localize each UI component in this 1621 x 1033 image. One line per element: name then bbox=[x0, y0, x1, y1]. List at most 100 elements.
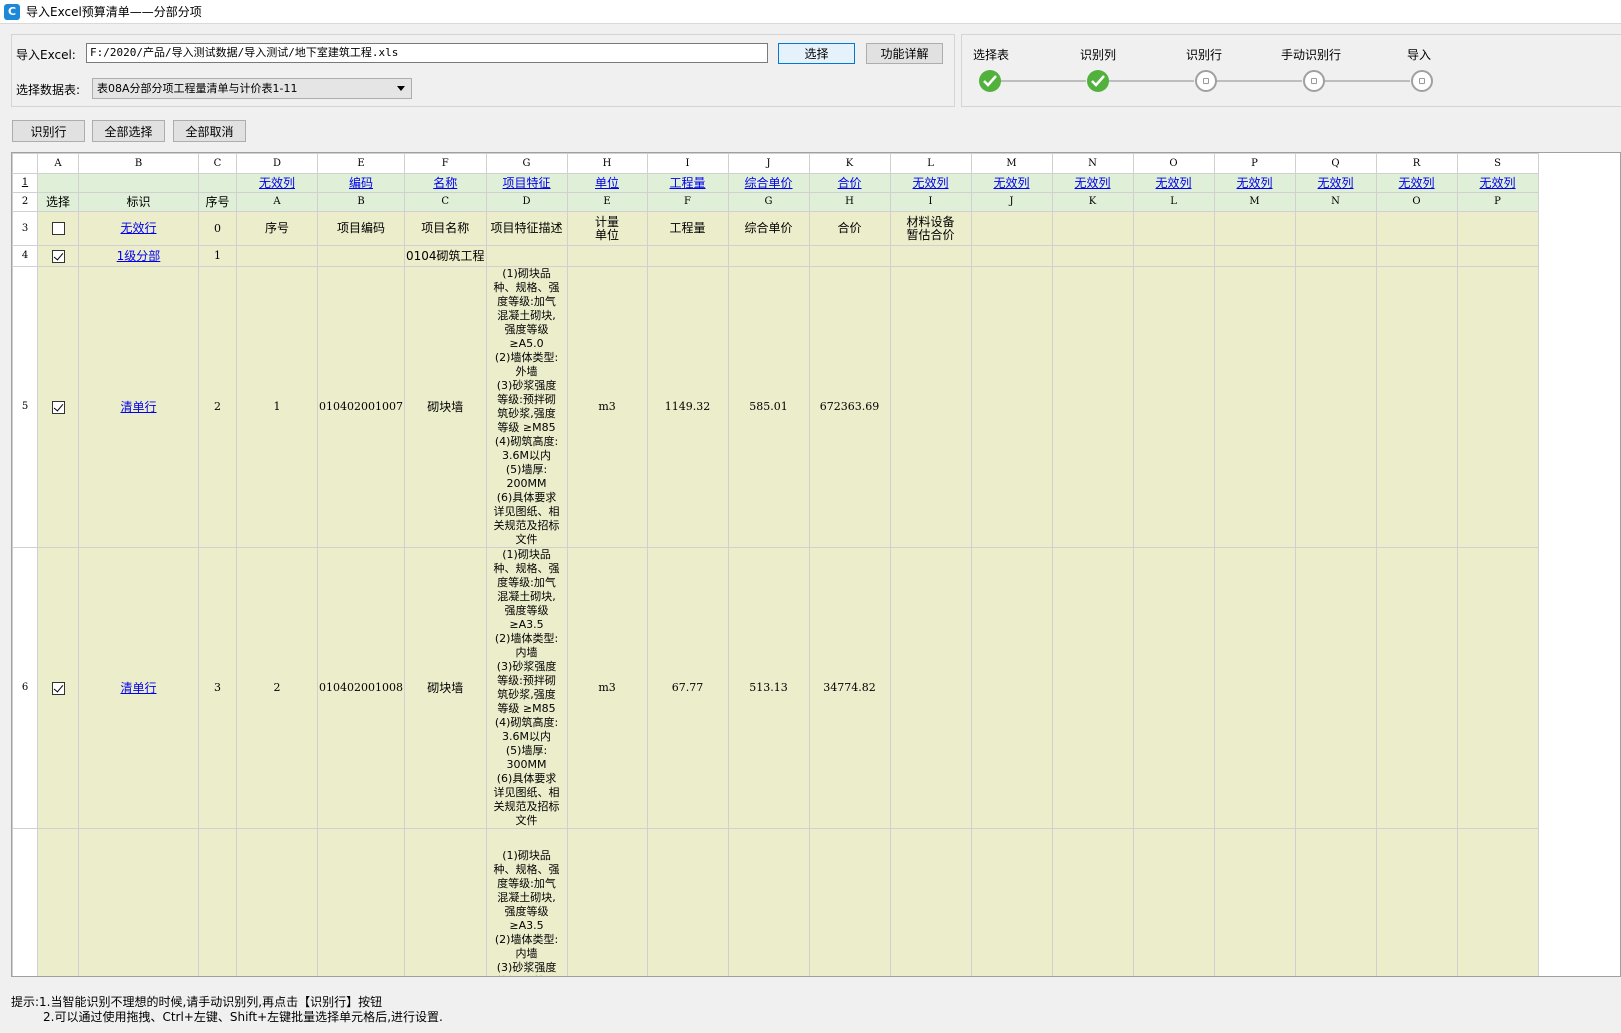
column-mapping-link[interactable]: 合价 bbox=[837, 175, 862, 190]
tag-cell[interactable]: 1级分部 bbox=[78, 245, 199, 267]
row-checkbox[interactable] bbox=[51, 222, 65, 235]
excel-path-label: 导入Excel: bbox=[16, 48, 76, 62]
column-letter[interactable]: O bbox=[1132, 153, 1215, 174]
column-mapping-link[interactable]: 无效列 bbox=[258, 175, 295, 190]
select-cell[interactable] bbox=[37, 245, 79, 267]
column-mapping-cell[interactable]: 无效列 bbox=[1213, 173, 1296, 193]
column-mapping-cell[interactable]: 无效列 bbox=[1375, 173, 1458, 193]
column-mapping-cell[interactable]: 无效列 bbox=[236, 173, 318, 193]
column-mapping-cell[interactable]: 无效列 bbox=[1051, 173, 1134, 193]
column-mapping-link[interactable]: 名称 bbox=[433, 175, 458, 190]
column-letter[interactable]: C bbox=[198, 153, 237, 174]
column-mapping-cell[interactable]: 无效列 bbox=[889, 173, 972, 193]
unit-text: m3 bbox=[598, 681, 616, 694]
row-tag-link[interactable]: 1级分部 bbox=[116, 248, 161, 263]
column-mapping-cell[interactable] bbox=[37, 173, 79, 193]
empty-cell bbox=[1294, 828, 1377, 976]
column-mapping-cell[interactable]: 项目特征 bbox=[485, 173, 568, 193]
column-letter[interactable]: H bbox=[566, 153, 648, 174]
excel-path-input[interactable]: F:/2020/产品/导入测试数据/导入测试/地下室建筑工程.xls bbox=[86, 43, 768, 63]
deselect-all-button[interactable]: 全部取消 bbox=[173, 120, 246, 142]
column-mapping-link[interactable]: 无效列 bbox=[1236, 175, 1273, 190]
seq-cell: 4 bbox=[198, 828, 237, 976]
column-mapping-cell[interactable] bbox=[198, 173, 237, 193]
column-letter[interactable]: F bbox=[403, 153, 487, 174]
column-mapping-cell[interactable]: 名称 bbox=[403, 173, 487, 193]
item-description-text: (1)砌块品 种、规格、强 度等级:加气 混凝土砌块, 强度等级 ≥A3.5 (… bbox=[493, 548, 560, 828]
column-mapping-link[interactable]: 无效列 bbox=[1398, 175, 1435, 190]
row-number: 3 bbox=[12, 211, 38, 246]
sheet-select[interactable]: 表08A分部分项工程量清单与计价表1-11 bbox=[92, 78, 412, 99]
row-checkbox[interactable] bbox=[51, 681, 65, 695]
row-number: 2 bbox=[12, 192, 38, 212]
choose-file-button[interactable]: 选择 bbox=[778, 43, 855, 64]
row-tag-link[interactable]: 清单行 bbox=[120, 399, 157, 414]
column-letter[interactable]: R bbox=[1375, 153, 1458, 174]
column-mapping-cell[interactable]: 合价 bbox=[808, 173, 891, 193]
source-column-cell: E bbox=[566, 192, 648, 212]
column-mapping-cell[interactable]: 综合单价 bbox=[727, 173, 810, 193]
description-cell: (1)砌块品 种、规格、强 度等级:加气 混凝土砌块, 强度等级 ≥A3.5 (… bbox=[485, 547, 568, 829]
column-letter[interactable]: Q bbox=[1294, 153, 1377, 174]
tag-cell[interactable]: 清单行 bbox=[78, 828, 199, 976]
column-letter[interactable]: N bbox=[1051, 153, 1134, 174]
source-column-text: A bbox=[273, 196, 281, 207]
select-all-button[interactable]: 全部选择 bbox=[92, 120, 165, 142]
column-letter[interactable]: D bbox=[236, 153, 318, 174]
row-number-text[interactable]: 1 bbox=[21, 177, 29, 188]
column-letter[interactable]: K bbox=[808, 153, 891, 174]
step-connector bbox=[1108, 80, 1194, 82]
column-mapping-link[interactable]: 无效列 bbox=[1317, 175, 1354, 190]
feature-detail-button[interactable]: 功能详解 bbox=[866, 43, 943, 64]
column-mapping-link[interactable]: 无效列 bbox=[1479, 175, 1516, 190]
select-cell[interactable] bbox=[37, 266, 79, 548]
column-mapping-link[interactable]: 无效列 bbox=[1074, 175, 1111, 190]
total-text: 672363.69 bbox=[819, 400, 880, 413]
column-letter[interactable]: P bbox=[1213, 153, 1296, 174]
column-mapping-cell[interactable]: 无效列 bbox=[970, 173, 1053, 193]
column-letter[interactable]: L bbox=[889, 153, 972, 174]
column-letter[interactable]: M bbox=[970, 153, 1053, 174]
header-text: 计量 单位 bbox=[595, 214, 620, 242]
column-letter[interactable]: G bbox=[485, 153, 568, 174]
source-column-cell: A bbox=[236, 192, 318, 212]
column-letter[interactable]: S bbox=[1456, 153, 1539, 174]
column-mapping-cell[interactable] bbox=[78, 173, 199, 193]
column-mapping-cell[interactable]: 无效列 bbox=[1294, 173, 1377, 193]
identify-rows-button[interactable]: 识别行 bbox=[12, 120, 85, 142]
row-tag-link[interactable]: 无效行 bbox=[120, 221, 157, 235]
header-text-cell: 项目名称 bbox=[403, 211, 487, 246]
column-mapping-cell[interactable]: 无效列 bbox=[1456, 173, 1539, 193]
column-mapping-link[interactable]: 项目特征 bbox=[502, 175, 551, 190]
seq-cell: 3 bbox=[198, 547, 237, 829]
empty-cell bbox=[970, 266, 1053, 548]
tag-cell[interactable]: 无效行 bbox=[78, 211, 199, 246]
select-cell[interactable] bbox=[37, 547, 79, 829]
column-mapping-link[interactable]: 单位 bbox=[595, 175, 620, 190]
row-checkbox[interactable] bbox=[51, 400, 65, 414]
row-checkbox[interactable] bbox=[51, 249, 65, 263]
chevron-down-icon bbox=[397, 86, 405, 91]
column-letter[interactable]: J bbox=[727, 153, 810, 174]
column-mapping-link[interactable]: 无效列 bbox=[912, 175, 949, 190]
import-grid[interactable]: A B C D E F G H I J K L M N O P Q R S 1 无效列 编码 名称 项目特征 单位 工程量 综合单价… bbox=[11, 152, 1621, 977]
column-mapping-link[interactable]: 综合单价 bbox=[744, 175, 793, 190]
column-letter[interactable]: E bbox=[317, 153, 405, 174]
column-mapping-cell[interactable]: 工程量 bbox=[646, 173, 729, 193]
column-letter[interactable]: I bbox=[646, 153, 729, 174]
column-mapping-cell[interactable]: 编码 bbox=[317, 173, 405, 193]
tag-cell[interactable]: 清单行 bbox=[78, 266, 199, 548]
column-mapping-link[interactable]: 编码 bbox=[348, 175, 373, 190]
column-mapping-link[interactable]: 无效列 bbox=[1155, 175, 1192, 190]
column-mapping-link[interactable]: 无效列 bbox=[993, 175, 1030, 190]
column-mapping-cell[interactable]: 单位 bbox=[566, 173, 648, 193]
column-mapping-link[interactable]: 工程量 bbox=[669, 175, 706, 190]
column-letter[interactable]: A bbox=[37, 153, 79, 174]
select-cell[interactable] bbox=[37, 828, 79, 976]
tag-cell[interactable]: 清单行 bbox=[78, 547, 199, 829]
select-cell[interactable] bbox=[37, 211, 79, 246]
row-tag-link[interactable]: 清单行 bbox=[120, 680, 157, 695]
unit-text: m3 bbox=[598, 400, 616, 413]
column-mapping-cell[interactable]: 无效列 bbox=[1132, 173, 1215, 193]
column-letter[interactable]: B bbox=[78, 153, 199, 174]
